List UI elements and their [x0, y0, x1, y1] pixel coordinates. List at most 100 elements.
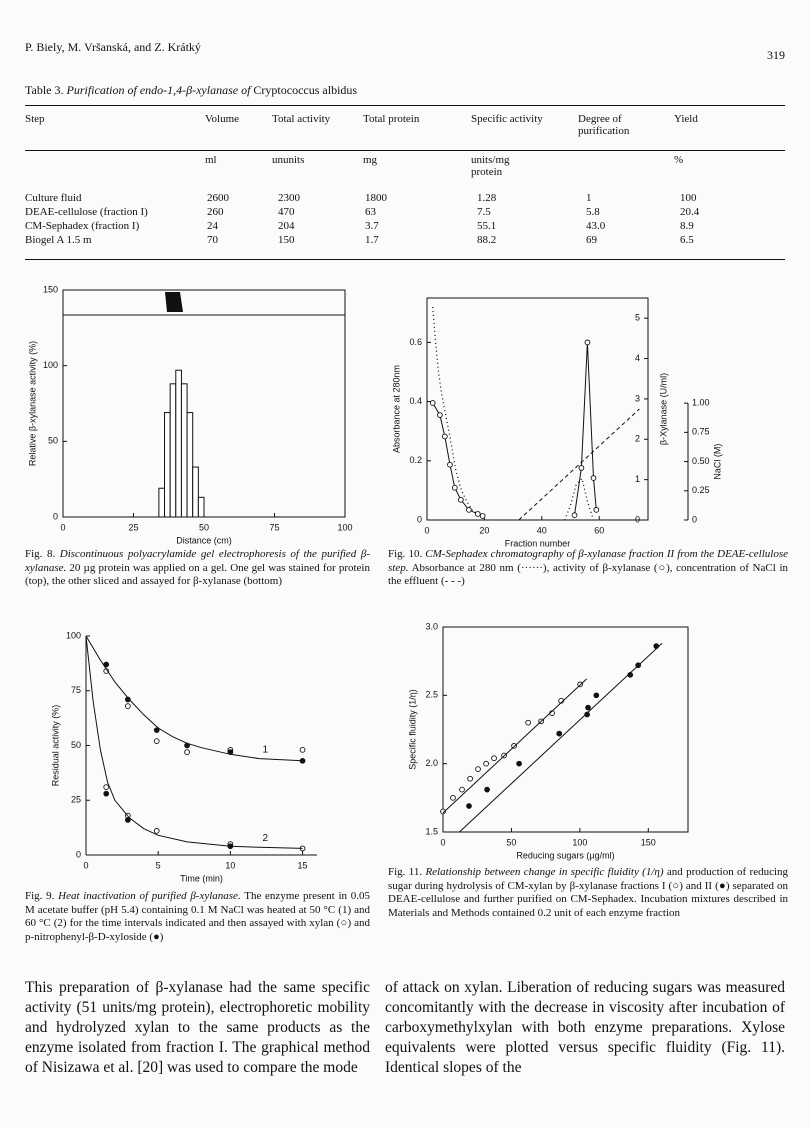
table-cell: 260	[207, 206, 224, 218]
histogram-bar	[164, 412, 171, 518]
data-point	[474, 511, 481, 517]
data-point	[584, 339, 591, 346]
table-cell: Biogel A 1.5 m	[25, 234, 92, 246]
table-cell: 88.2	[477, 234, 497, 246]
data-point	[450, 794, 456, 801]
y-tick-label: 1.5	[425, 826, 438, 836]
table-row: Culture fluid 2600 2300 1800 1.28 1 100	[25, 191, 785, 205]
x-tick-label: 100	[337, 522, 352, 532]
table-row: CM-Sephadex (fraction I) 24 204 3.7 55.1 43.0…	[25, 219, 785, 233]
data-point	[484, 786, 490, 793]
caption-label: Fig. 9.	[25, 890, 55, 902]
y-tick-label: 0	[76, 849, 81, 859]
y3-tick-label: 0.75	[692, 427, 710, 437]
y2-tick-label: 5	[635, 313, 640, 323]
histogram-bar	[197, 496, 205, 518]
data-point	[525, 719, 531, 726]
table-species: Cryptococcus albidus	[253, 83, 358, 97]
y-tick-label: 0.4	[409, 396, 422, 406]
y-tick-label: 0	[53, 511, 58, 521]
table-cell: 24	[207, 220, 218, 232]
y-tick-label: 50	[71, 740, 81, 750]
table-header-row: Step Volume Total activity Total protein Spe…	[25, 112, 785, 148]
y-axis-label: Relative β-xylanase activity (%)	[27, 341, 37, 466]
unit-cell: ununits	[272, 154, 305, 166]
unit-cell: mg	[363, 154, 378, 166]
data-point	[153, 727, 160, 734]
x-tick-label: 5	[156, 860, 161, 870]
figure-caption: Fig. 8. Discontinuous polyacrylamide gel…	[25, 548, 370, 589]
rule	[25, 150, 785, 151]
histogram-bar	[180, 383, 188, 518]
table-cell: 43.0	[586, 220, 606, 232]
caption-title: Heat inactivation of purified β-xylanase…	[58, 890, 241, 902]
figure: 0 5 10 15 0 25 50 75 100 Time (min) Residual activ…	[50, 630, 317, 883]
y-tick-label: 150	[43, 284, 58, 294]
x-tick-label: 60	[594, 525, 604, 535]
x-tick-label: 100	[572, 837, 587, 847]
table-cell: 6.5	[680, 234, 694, 246]
y3-tick-label: 0.50	[692, 456, 710, 466]
data-point	[103, 784, 110, 790]
unit-cell: %	[674, 154, 684, 166]
y-tick-label: 2.0	[425, 758, 438, 768]
y-tick-label: 2.5	[425, 690, 438, 700]
table-cell: 1.28	[477, 192, 497, 204]
data-point	[429, 400, 436, 406]
plot-frame	[62, 289, 346, 518]
gel-band	[165, 292, 183, 312]
y-tick-label: 0.2	[409, 455, 422, 465]
x-axis-label: Distance (cm)	[176, 535, 232, 545]
data-point	[578, 465, 585, 471]
data-point	[125, 817, 131, 823]
data-point	[437, 412, 443, 418]
table-cell: 20.4	[680, 206, 700, 218]
rule	[25, 105, 785, 106]
y-tick-label: 25	[71, 795, 81, 805]
table-cell: 3.7	[365, 220, 379, 232]
table-cell: 8.9	[680, 220, 694, 232]
column-header: Yield	[674, 113, 698, 125]
table-cell: 70	[207, 234, 218, 246]
caption-title: CM-Sephadex chromatography of β-xylanase…	[388, 548, 788, 574]
y-tick-label: 0	[417, 514, 422, 524]
caption-label: Fig. 10.	[388, 548, 423, 560]
caption-text: 20 µg protein was applied on a gel. One …	[25, 561, 370, 588]
data-point	[483, 760, 489, 767]
y-tick-label: 0.6	[409, 337, 422, 347]
y-tick-label: 100	[66, 630, 81, 640]
x-tick-label: 0	[424, 525, 429, 535]
x-tick-label: 10	[225, 860, 235, 870]
data-point	[556, 730, 563, 737]
data-point	[103, 790, 110, 797]
caption-text: Absorbance at 280 nm (······), activity …	[388, 561, 788, 588]
x-tick-label: 15	[298, 860, 308, 870]
authors: P. Biely, M. Vršanská, and Z. Krátký	[25, 40, 201, 54]
unit-cell: units/mg protein	[471, 154, 510, 178]
table-cell: 63	[365, 206, 376, 218]
caption-label: Fig. 11.	[388, 866, 423, 878]
data-point	[491, 755, 497, 762]
table-cell: 2600	[207, 192, 229, 204]
x-axis-label: Time (min)	[180, 873, 223, 883]
plot-frame	[442, 626, 689, 833]
data-point	[451, 484, 458, 491]
x-tick-label: 0	[83, 860, 88, 870]
y3-tick-label: 0.25	[692, 485, 710, 495]
data-point	[440, 808, 446, 815]
table: Step Volume Total activity Total protein Spe…	[25, 112, 785, 247]
figure: 0 20 40 60 0 0.2 0.4 0.6 0 1 2 3 4 5 0 0.25 0.50 0.75 1.00…	[391, 297, 722, 548]
data-point	[593, 507, 600, 513]
x-tick-label: 50	[199, 522, 209, 532]
caption-title: Discontinuous polyacrylamide gel electro…	[25, 548, 370, 574]
data-point	[441, 433, 448, 440]
histogram-bar	[192, 466, 199, 518]
x-tick-label: 0	[60, 522, 65, 532]
data-point	[153, 828, 160, 834]
column-header: Specific activity	[471, 113, 543, 125]
series-line	[85, 635, 303, 762]
y2-tick-label: 2	[635, 434, 640, 444]
table-caption: Table 3. Purification of endo-1,4-β-xyla…	[25, 83, 357, 98]
table-cell: 1	[586, 192, 592, 204]
data-point	[184, 749, 190, 755]
